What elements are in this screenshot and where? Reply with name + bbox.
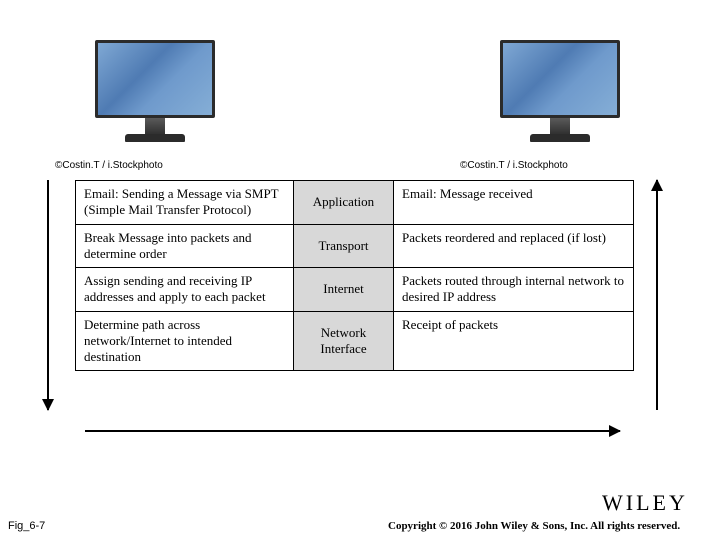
cell-layer: Transport <box>294 224 394 268</box>
figure-label: Fig_6-7 <box>8 520 45 532</box>
copyright-text: Copyright © 2016 John Wiley & Sons, Inc.… <box>388 520 680 532</box>
cell-receive: Receipt of packets <box>394 311 634 371</box>
cell-layer: Network Interface <box>294 311 394 371</box>
arrow-up-right <box>656 180 658 410</box>
cell-send: Assign sending and receiving IP addresse… <box>76 268 294 312</box>
arrow-right-bottom <box>85 430 620 432</box>
monitor-screen-icon <box>500 40 620 118</box>
monitor-base-icon <box>530 134 590 142</box>
cell-send: Email: Sending a Message via SMPT (Simpl… <box>76 181 294 225</box>
figure-canvas: ©Costin.T / i.Stockphoto ©Costin.T / i.S… <box>0 0 720 540</box>
monitor-base-icon <box>125 134 185 142</box>
cell-layer: Application <box>294 181 394 225</box>
image-credit-right: ©Costin.T / i.Stockphoto <box>460 160 568 171</box>
cell-send: Break Message into packets and determine… <box>76 224 294 268</box>
cell-send: Determine path across network/Internet t… <box>76 311 294 371</box>
cell-receive: Packets reordered and replaced (if lost) <box>394 224 634 268</box>
table-row: Break Message into packets and determine… <box>76 224 634 268</box>
monitor-right <box>500 40 620 155</box>
monitor-left <box>95 40 215 155</box>
arrowhead-down-icon <box>42 399 54 411</box>
arrowhead-right-icon <box>609 425 621 437</box>
tcpip-layer-table: Email: Sending a Message via SMPT (Simpl… <box>75 180 634 371</box>
monitor-screen-icon <box>95 40 215 118</box>
cell-receive: Email: Message received <box>394 181 634 225</box>
cell-receive: Packets routed through internal network … <box>394 268 634 312</box>
arrowhead-up-icon <box>651 179 663 191</box>
cell-layer: Internet <box>294 268 394 312</box>
image-credit-left: ©Costin.T / i.Stockphoto <box>55 160 163 171</box>
table-row: Assign sending and receiving IP addresse… <box>76 268 634 312</box>
table-row: Email: Sending a Message via SMPT (Simpl… <box>76 181 634 225</box>
table-row: Determine path across network/Internet t… <box>76 311 634 371</box>
publisher-logo: WILEY <box>602 490 688 516</box>
arrow-down-left <box>47 180 49 410</box>
